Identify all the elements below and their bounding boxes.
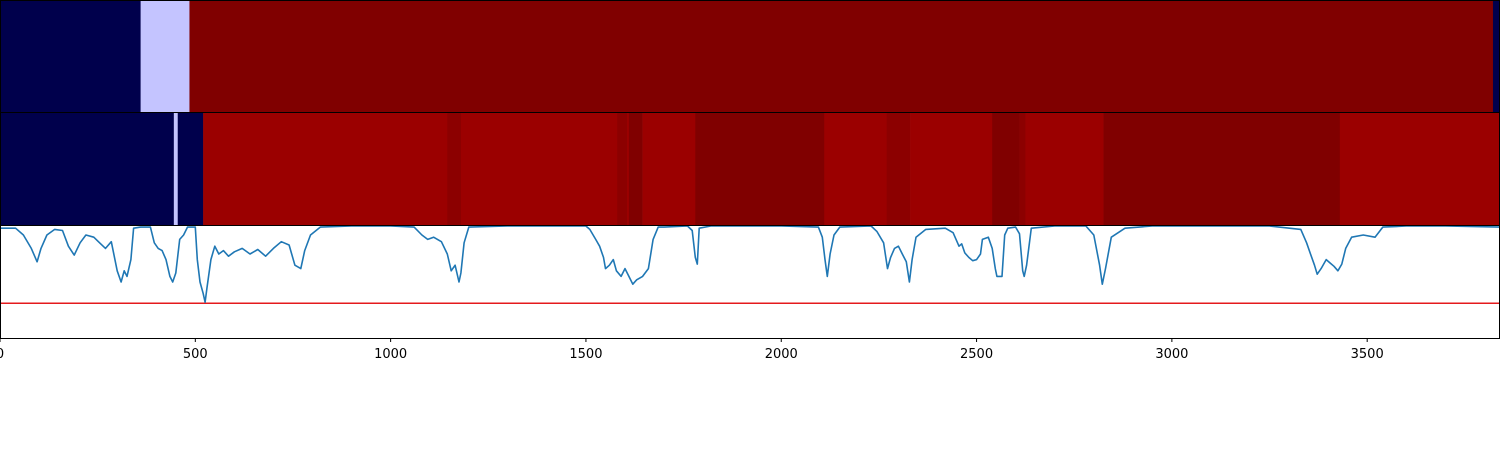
middle-heatmap-band [0,113,1500,225]
middle-band-segment-16 [1025,113,1104,225]
middle-band-segment-4 [447,113,462,225]
middle-band-segment-3 [203,113,448,225]
x-tick-label-2: 1000 [374,347,407,362]
middle-band-segment-13 [910,113,993,225]
top-band-segment-0 [0,1,141,112]
middle-band-segment-18 [1339,113,1500,225]
middle-band-segment-12 [886,113,911,225]
x-tick-label-5: 2500 [960,347,993,362]
middle-band-segment-1 [173,113,179,225]
middle-band-segment-11 [824,113,888,225]
x-tick-label-1: 500 [183,347,208,362]
middle-band-segment-8 [628,113,643,225]
x-tick-label-7: 3500 [1351,347,1384,362]
middle-band-segment-7 [626,113,630,225]
top-band-segment-2 [189,1,1494,112]
top-band-segment-1 [140,1,190,112]
top-band-segment-3 [1492,1,1500,112]
x-tick-label-6: 3000 [1155,347,1188,362]
x-tick-label-3: 1500 [569,347,602,362]
middle-band-segment-5 [460,113,618,225]
x-tick-label-0: 0 [0,347,4,362]
middle-band-segment-15 [1019,113,1026,225]
middle-band-segment-10 [695,113,825,225]
x-axis: 0 500 1000 1500 2000 2500 3000 3500 [0,338,1384,362]
middle-band-segment-14 [992,113,1020,225]
middle-band-segment-0 [0,113,175,225]
middle-band-segment-17 [1103,113,1341,225]
middle-band-segment-6 [617,113,628,225]
middle-band-segment-2 [177,113,204,225]
x-tick-label-4: 2000 [765,347,798,362]
middle-band-segment-9 [642,113,696,225]
top-heatmap-band [0,1,1500,112]
